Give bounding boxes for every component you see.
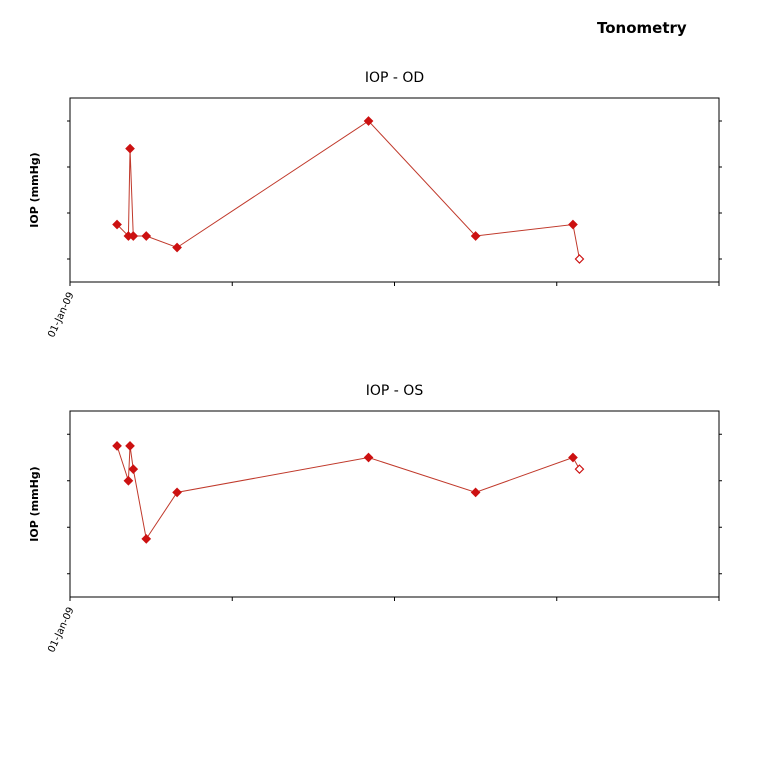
data-point [128,231,139,241]
plot-frame [69,97,720,283]
data-point [363,452,374,463]
data-point [141,231,152,241]
x-tick-label: 01-Jan-09 [46,606,77,655]
data-point [125,441,135,451]
y-axis-label: IOP (mmHg) [28,152,41,227]
data-point [172,242,182,253]
data-point [568,219,578,230]
chart-title: IOP - OS [366,383,424,399]
series-line [116,445,580,541]
plot-frame [69,410,720,598]
data-point [112,219,122,230]
data-point [128,464,139,474]
data-point [112,441,122,451]
data-point-open [574,254,585,264]
x-tick-label: 01-Jan-09 [46,291,77,340]
data-point-open [574,464,585,474]
data-point [141,534,152,544]
data-point [125,143,135,154]
y-axis-label: IOP (mmHg) [28,466,41,541]
data-point [568,452,578,463]
series-line [116,120,580,260]
page-title: Tonometry [597,19,687,37]
data-point [470,231,481,241]
data-point [172,487,182,498]
data-point [123,475,134,486]
chart-title: IOP - OD [365,70,424,86]
data-point [363,116,374,126]
data-point [470,487,481,498]
